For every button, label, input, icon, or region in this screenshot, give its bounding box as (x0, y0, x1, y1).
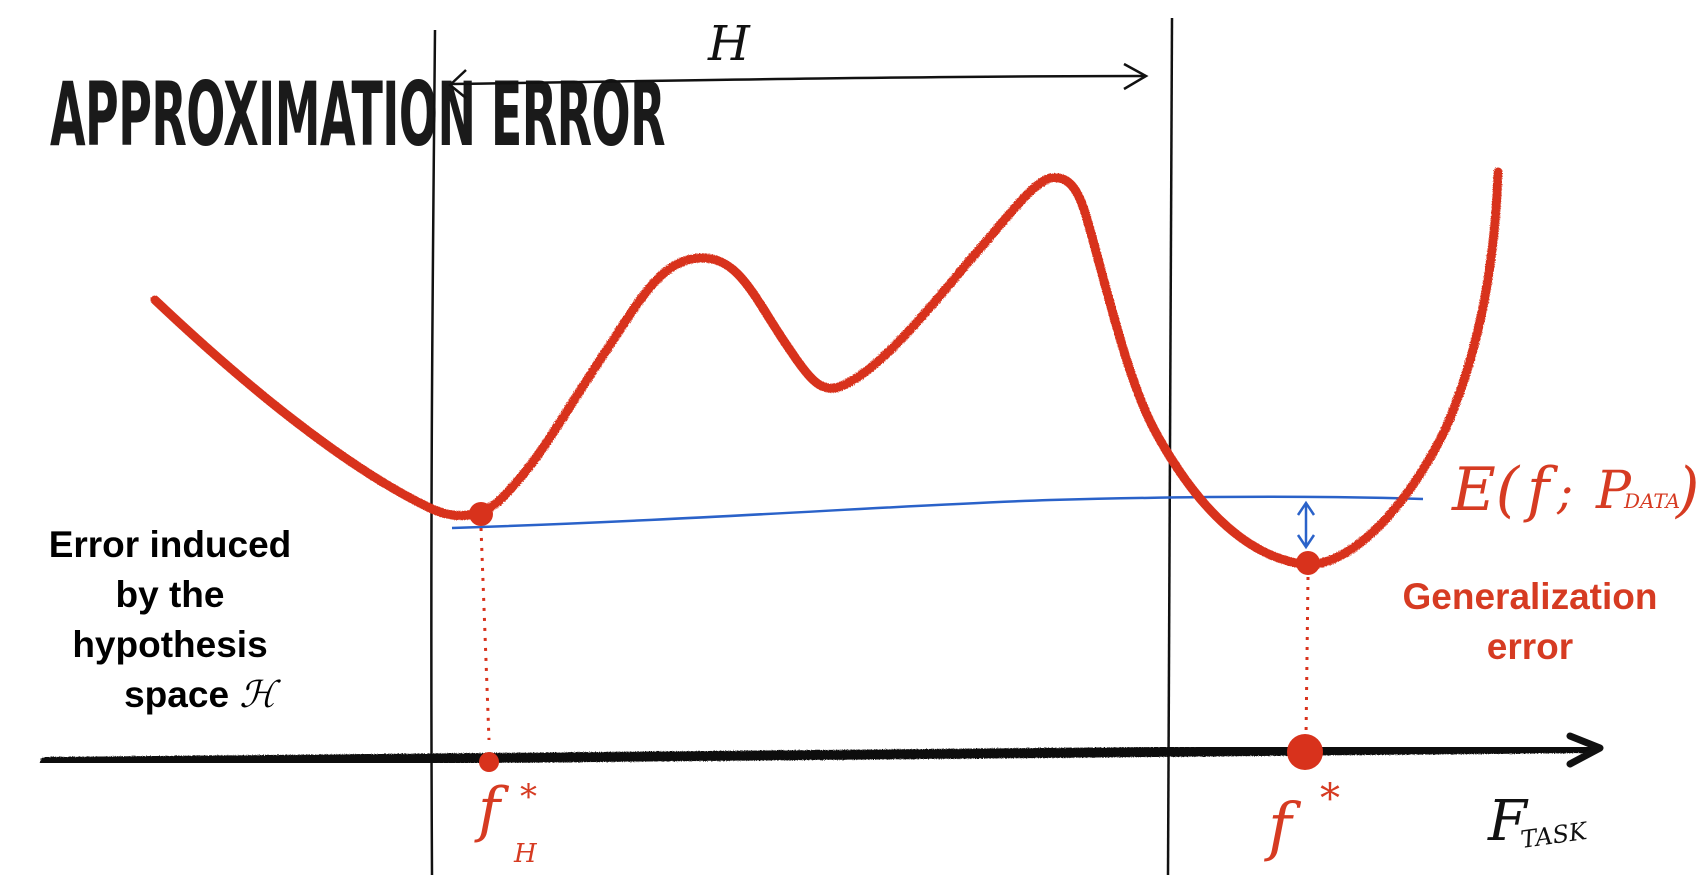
generalization-line-2: error (1486, 626, 1574, 667)
title: APPROXIMATION ERROR (50, 63, 665, 166)
error-curve (150, 167, 1503, 570)
f-star-h-superscript: * (520, 777, 537, 817)
baseline-line (451, 495, 1424, 530)
caption-line-4: space ℋ (20, 670, 320, 720)
caption-space-word: space (124, 674, 230, 715)
axis-label-subscript: TASK (1519, 817, 1591, 854)
caption-line-2: by the (115, 574, 225, 615)
hypothesis-label: H (707, 16, 751, 72)
f-star-superscript: * (1320, 776, 1340, 822)
f-star-h-axis-point (479, 752, 499, 772)
f-star-projection (1304, 576, 1310, 739)
hypothesis-left-boundary (430, 29, 437, 876)
f-star-h-main: f (474, 775, 510, 845)
f-star-axis-point (1287, 734, 1323, 770)
empirical-error-sep: ; (1556, 464, 1573, 520)
generalization-error-caption: Generalization error (1370, 572, 1690, 672)
hypothesis-arrow-head (1123, 62, 1149, 91)
f-star-h-projection (479, 527, 491, 741)
empirical-error-close: ) (1674, 455, 1699, 525)
axis-label-main: F (1487, 789, 1529, 854)
hypothesis-arrow (451, 74, 1147, 86)
empirical-error-p: P (1595, 461, 1632, 521)
empirical-error-subscript: DATA (1623, 489, 1680, 513)
task-axis-arrow-head (1566, 732, 1604, 768)
generalization-gap-arrow-up (1296, 500, 1316, 516)
task-axis (40, 743, 1595, 767)
hypothesis-arrow-tail (448, 69, 467, 99)
empirical-error-f: f (1523, 455, 1559, 525)
hypothesis-right-boundary (1166, 17, 1174, 876)
f-star-h-subscript: H (513, 839, 538, 869)
empirical-error-label: E( f ; P DATA ) (1451, 455, 1699, 525)
caption-line-3: hypothesis (72, 624, 268, 665)
generalization-line-1: Generalization (1402, 576, 1658, 617)
f-star-minimum-point (1296, 551, 1320, 575)
f-star-main: f (1264, 790, 1302, 864)
hypothesis-space-symbol: ℋ (239, 673, 276, 716)
empirical-error-open: E( (1451, 455, 1521, 525)
generalization-gap-arrow-down (1296, 534, 1316, 550)
caption-line-1: Error induced (48, 524, 292, 565)
f-star-h-minimum-point (469, 502, 493, 526)
hypothesis-error-caption: Error induced by the hypothesis space ℋ (20, 520, 320, 720)
